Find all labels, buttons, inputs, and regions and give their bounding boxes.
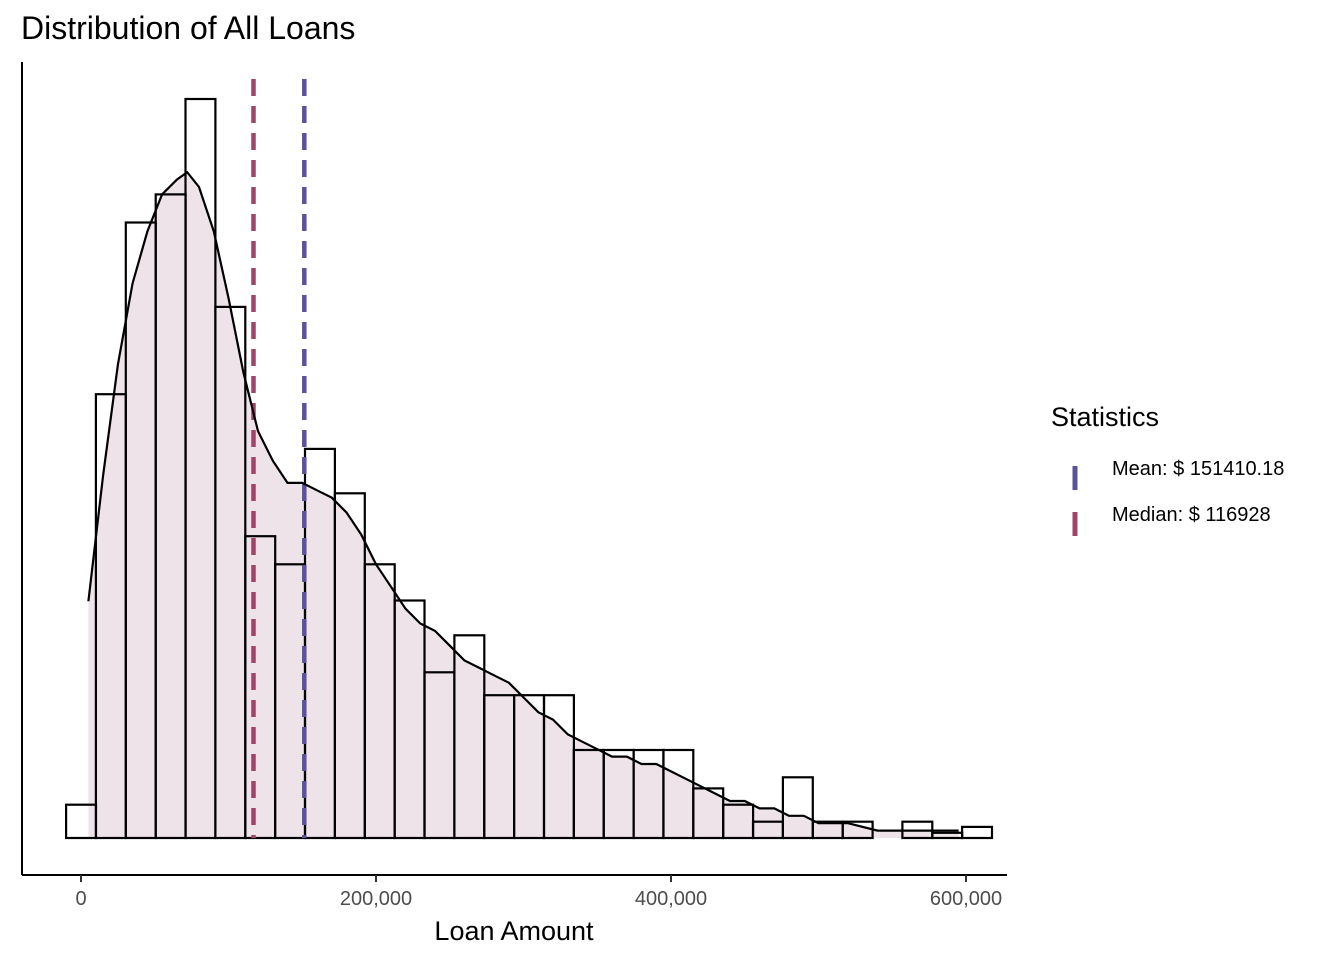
chart-title: Distribution of All Loans (21, 10, 355, 46)
x-tick-label: 0 (75, 888, 86, 910)
histogram-bar (960, 825, 994, 840)
x-axis-title: Loan Amount (434, 916, 594, 946)
x-axis-ticks: 0 200,000 400,000 600,000 (75, 875, 1002, 910)
density-area (88, 172, 959, 838)
legend: Statistics Mean: $ 151410.18 Median: $ 11… (1051, 402, 1284, 536)
legend-median-label: Median: $ 116928 (1112, 504, 1271, 526)
x-tick-label: 400,000 (635, 888, 707, 910)
x-tick-label: 200,000 (340, 888, 412, 910)
x-tick-label: 600,000 (930, 888, 1002, 910)
density-fill-layer (88, 172, 959, 838)
density-curve (87, 170, 959, 832)
legend-title: Statistics (1051, 402, 1159, 432)
legend-mean-label: Mean: $ 151410.18 (1112, 458, 1284, 480)
histogram-bar (781, 776, 814, 840)
histogram-bars (64, 97, 994, 840)
reference-lines (251, 79, 307, 838)
legend-entries: Mean: $ 151410.18 Median: $ 116928 (1072, 458, 1284, 536)
density-curve-layer (87, 170, 959, 832)
